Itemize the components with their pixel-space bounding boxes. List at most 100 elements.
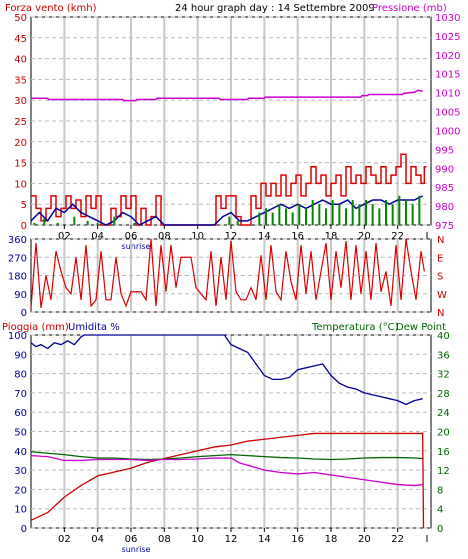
- y-left-tick-label: 20: [14, 138, 27, 149]
- y-right-tick-label: 1025: [435, 32, 460, 43]
- y-right-tick-label: 8: [437, 485, 443, 496]
- x-tick-label: 04: [91, 231, 104, 242]
- y-right-tick-label: 20: [437, 428, 450, 439]
- y-left-tick-label: 50: [14, 13, 27, 24]
- y-left-tick-label: 30: [14, 96, 27, 107]
- rain-line: [30, 432, 425, 529]
- humidity-axis-label: Umidita %: [68, 322, 120, 333]
- x-tick-label: 18: [325, 231, 338, 242]
- y-left-tick-label: 90: [14, 350, 27, 361]
- wind-avg-line: [30, 195, 424, 226]
- y-right-tick-label: 0: [437, 524, 443, 535]
- y-right-tick-label: 990: [435, 164, 454, 175]
- dew-point-axis-label: Dew Point: [396, 322, 446, 333]
- x-tick-label: 22: [391, 231, 404, 242]
- sunrise-label: sunrise: [122, 545, 151, 554]
- y-left-tick-label: 0: [21, 524, 27, 535]
- y-left-tick-label: 360: [8, 235, 27, 246]
- pressure-axis-label: Pressione (mb): [372, 3, 447, 14]
- y-right-tick-label: 1030: [435, 13, 460, 24]
- dew-line: [30, 454, 423, 487]
- compass-label: S: [437, 272, 443, 283]
- y-left-tick-label: 100: [8, 331, 27, 342]
- y-left-tick-label: 15: [14, 159, 27, 170]
- x-tick-label: 08: [158, 231, 171, 242]
- compass-label: E: [437, 253, 443, 264]
- y-right-tick-label: 985: [435, 183, 454, 194]
- x-end-marker: I: [426, 231, 429, 242]
- y-left-tick-label: 35: [14, 75, 27, 86]
- y-left-tick-label: 10: [14, 179, 27, 190]
- x-tick-label: 14: [258, 534, 271, 545]
- y-right-tick-label: 16: [437, 447, 450, 458]
- x-tick-label: 16: [291, 534, 304, 545]
- y-left-tick-label: 0: [21, 221, 27, 232]
- y-right-tick-label: 24: [437, 408, 450, 419]
- compass-label: N: [437, 308, 444, 319]
- y-left-tick-label: 0: [21, 308, 27, 319]
- x-tick-label: 18: [325, 534, 338, 545]
- y-right-tick-label: 995: [435, 145, 454, 156]
- y-right-tick-label: 12: [437, 466, 450, 477]
- y-right-tick-label: 1005: [435, 108, 460, 119]
- wind-gust-line: [31, 153, 427, 226]
- y-left-tick-label: 270: [8, 253, 27, 264]
- x-tick-label: 10: [191, 231, 204, 242]
- wind-speed-axis-label: Forza vento (kmh): [5, 3, 97, 14]
- y-left-tick-label: 70: [14, 389, 27, 400]
- y-right-tick-label: 1015: [435, 70, 460, 81]
- sunrise-label: sunrise: [122, 242, 151, 251]
- y-right-tick-label: 1020: [435, 51, 460, 62]
- x-tick-label: 14: [258, 231, 271, 242]
- y-left-tick-label: 30: [14, 466, 27, 477]
- chart-title: 24 hour graph day : 14 Settembre 2009: [175, 3, 375, 14]
- x-tick-label: 16: [291, 231, 304, 242]
- x-tick-label: 02: [58, 231, 71, 242]
- y-left-tick-label: 60: [14, 408, 27, 419]
- y-left-tick-label: 20: [14, 485, 27, 496]
- y-right-tick-label: 32: [437, 370, 450, 381]
- x-tick-label: 02: [58, 534, 71, 545]
- y-right-tick-label: 4: [437, 505, 443, 516]
- x-tick-label: 04: [91, 534, 104, 545]
- x-tick-label: 06: [125, 534, 138, 545]
- y-left-tick-label: 80: [14, 370, 27, 381]
- y-left-tick-label: 10: [14, 505, 27, 516]
- y-right-tick-label: 1000: [435, 126, 460, 137]
- chart-panels: 0510152025303540455097598098599099510001…: [8, 13, 461, 554]
- temperature-axis-label: Temperatura (°C): [311, 322, 399, 333]
- x-tick-label: 20: [358, 534, 371, 545]
- x-tick-label: 22: [391, 534, 404, 545]
- y-right-tick-label: 40: [437, 331, 450, 342]
- y-left-tick-label: 90: [14, 290, 27, 301]
- y-right-tick-label: 1010: [435, 89, 460, 100]
- y-right-tick-label: 975: [435, 221, 454, 232]
- rain-axis-label: Pioggia (mm): [2, 322, 69, 333]
- x-tick-label: 06: [125, 231, 138, 242]
- y-left-tick-label: 5: [21, 200, 27, 211]
- x-tick-label: 12: [225, 534, 238, 545]
- pressure-line: [31, 89, 423, 102]
- compass-label: W: [437, 290, 447, 301]
- y-right-tick-label: 36: [437, 350, 450, 361]
- x-tick-label: 10: [191, 534, 204, 545]
- humidity-line: [30, 334, 423, 406]
- compass-label: N: [437, 235, 444, 246]
- y-left-tick-label: 25: [14, 117, 27, 128]
- x-tick-label: 08: [158, 534, 171, 545]
- x-end-marker: I: [426, 534, 429, 545]
- y-left-tick-label: 180: [8, 272, 27, 283]
- y-left-tick-label: 50: [14, 428, 27, 439]
- rain-humidity-temp-panel: 0102030405060708090100048121620242832364…: [8, 331, 450, 554]
- y-left-tick-label: 40: [14, 447, 27, 458]
- x-tick-label: 12: [225, 231, 238, 242]
- y-left-tick-label: 40: [14, 55, 27, 66]
- y-right-tick-label: 28: [437, 389, 450, 400]
- wind-pressure-panel: 0510152025303540455097598098599099510001…: [14, 13, 460, 251]
- y-left-tick-label: 45: [14, 34, 27, 45]
- temp-line: [30, 451, 423, 461]
- x-tick-label: 20: [358, 231, 371, 242]
- y-right-tick-label: 980: [435, 202, 454, 213]
